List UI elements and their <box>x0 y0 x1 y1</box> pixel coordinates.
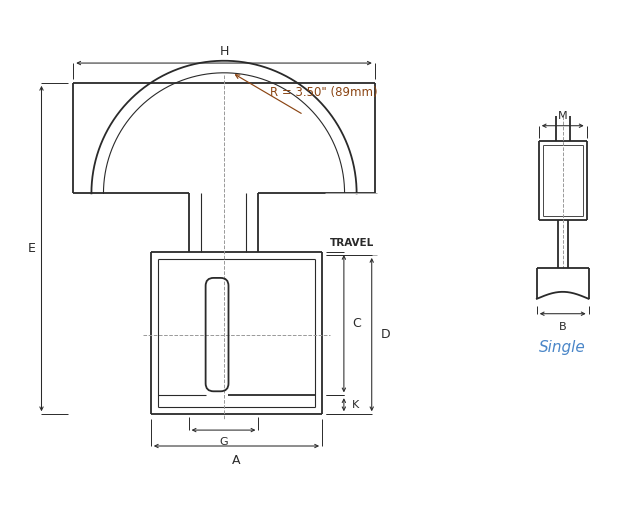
Text: D: D <box>381 328 390 341</box>
Text: R = 3.50" (89mm): R = 3.50" (89mm) <box>270 86 377 100</box>
Text: Single: Single <box>539 340 586 355</box>
Text: A: A <box>232 454 241 467</box>
Text: K: K <box>352 400 359 410</box>
Text: M: M <box>558 111 568 121</box>
Text: C: C <box>352 317 361 330</box>
Text: G: G <box>219 437 228 447</box>
Text: H: H <box>220 45 229 58</box>
Text: B: B <box>559 321 566 332</box>
Text: TRAVEL: TRAVEL <box>330 238 374 248</box>
Text: E: E <box>28 242 35 255</box>
